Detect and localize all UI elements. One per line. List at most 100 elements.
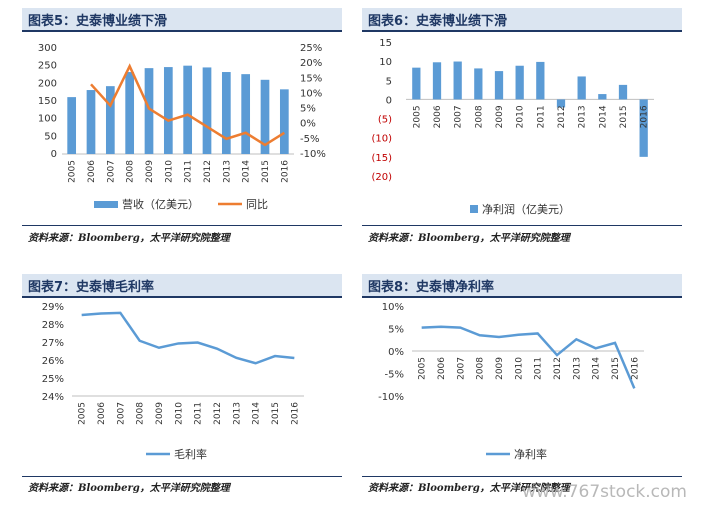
x-tick-label: 2015 xyxy=(619,105,629,128)
x-tick-label: 2013 xyxy=(578,105,588,128)
y-tick-label: 15 xyxy=(379,38,392,49)
bar-revenue xyxy=(221,72,231,154)
y-tick-label: 27% xyxy=(42,338,64,349)
x-tick-label: 2005 xyxy=(412,105,422,128)
x-tick-label: 2016 xyxy=(640,105,650,128)
x-tick-label: 2008 xyxy=(136,402,146,425)
x-tick-label: 2016 xyxy=(280,160,290,183)
bar-net-profit xyxy=(494,71,504,100)
y-tick-label: 5 xyxy=(386,76,392,87)
y-tick-label-right: 20% xyxy=(300,58,322,69)
line-gross-margin xyxy=(81,311,295,365)
x-tick-label: 2015 xyxy=(261,160,271,183)
y-tick-label-left: 50 xyxy=(44,131,57,142)
x-tick-label: 2007 xyxy=(456,357,466,380)
x-tick-label: 2010 xyxy=(174,402,184,425)
bar-net-profit xyxy=(556,99,566,108)
panel-gross-margin: 图表7：史泰博毛利率 24% 25% 26% 27% 28% 29% 2005 2006 200… xyxy=(22,274,342,498)
bar-revenue xyxy=(241,74,251,154)
bar-net-profit xyxy=(432,62,442,100)
legend-label-net-margin: 净利率 xyxy=(514,447,547,461)
bar-revenue xyxy=(67,97,77,154)
x-tick-label: 2007 xyxy=(454,105,464,128)
bar-net-profit xyxy=(639,99,648,157)
x-tick-label: 2010 xyxy=(516,105,526,128)
x-tick-label: 2010 xyxy=(514,357,524,380)
x-tick-label: 2011 xyxy=(536,105,546,128)
source-divider xyxy=(362,225,682,226)
x-tick-label: 2015 xyxy=(271,402,281,425)
y-tick-label-right: 25% xyxy=(300,43,322,54)
x-tick-label: 2011 xyxy=(184,160,194,183)
source-divider xyxy=(22,225,342,226)
bar-revenue xyxy=(183,65,193,154)
y-tick-label: 28% xyxy=(42,320,64,331)
y-tick-label: -10% xyxy=(378,392,404,403)
bar-revenue xyxy=(260,79,270,154)
x-tick-label: 2005 xyxy=(418,357,428,380)
x-tick-label: 2012 xyxy=(213,402,223,425)
y-tick-label-right: -10% xyxy=(300,149,326,160)
y-tick-label-right: 10% xyxy=(300,88,322,99)
chart-title-gross-margin: 图表7：史泰博毛利率 xyxy=(28,280,155,295)
y-tick-label: -5% xyxy=(385,370,404,381)
y-tick-label: 5% xyxy=(388,325,404,336)
x-tick-label: 2016 xyxy=(290,402,300,425)
x-tick-label: 2006 xyxy=(97,402,107,425)
x-tick-label: 2012 xyxy=(553,357,563,380)
y-tick-label-left: 200 xyxy=(38,78,57,89)
x-tick-label: 2013 xyxy=(232,402,242,425)
x-tick-label: 2010 xyxy=(164,160,174,183)
x-tick-label: 2006 xyxy=(87,160,97,183)
line-yoy xyxy=(90,63,285,147)
x-tick-label: 2007 xyxy=(106,160,116,183)
y-tick-label-right: 5% xyxy=(300,104,316,115)
panel-net-profit: 图表6：史泰博业绩下滑 (20) (15) (10) (5) 0 5 10 15 2005 200… xyxy=(362,8,682,248)
y-tick-label: 24% xyxy=(42,392,64,403)
y-tick-label: (10) xyxy=(371,134,392,145)
source-note-gross-margin: 资料来源：Bloomberg，太平洋研究院整理 xyxy=(28,483,230,494)
legend-label-gross-margin: 毛利率 xyxy=(174,447,207,461)
legend-label-yoy: 同比 xyxy=(246,198,268,211)
y-tick-label: 10% xyxy=(382,302,404,313)
y-tick-label-left: 250 xyxy=(38,61,57,72)
x-tick-label: 2008 xyxy=(474,105,484,128)
x-tick-label: 2011 xyxy=(534,357,544,380)
bar-net-profit xyxy=(618,84,628,100)
bar-revenue xyxy=(105,86,115,154)
x-tick-label: 2012 xyxy=(203,160,213,183)
bar-revenue xyxy=(163,67,173,154)
y-tick-label: 25% xyxy=(42,374,64,385)
y-tick-label-left: 150 xyxy=(38,96,57,107)
x-tick-label: 2009 xyxy=(145,160,155,183)
y-tick-label: 10 xyxy=(379,57,392,68)
y-tick-label: 0 xyxy=(386,95,392,106)
x-tick-label: 2009 xyxy=(495,357,505,380)
x-tick-label: 2015 xyxy=(611,357,621,380)
x-tick-label: 2012 xyxy=(557,105,567,128)
x-tick-label: 2007 xyxy=(116,402,126,425)
y-tick-label: (20) xyxy=(371,172,392,183)
y-tick-label: (5) xyxy=(378,115,392,126)
bar-revenue xyxy=(86,90,96,154)
y-tick-label: 0% xyxy=(388,347,404,358)
chart-net-profit: (20) (15) (10) (5) 0 5 10 15 2005 2006 2007 2008 200… xyxy=(371,38,654,216)
chart-title-net-profit: 图表6：史泰博业绩下滑 xyxy=(368,14,508,29)
bar-revenue xyxy=(279,89,289,154)
chart-gross-margin: 24% 25% 26% 27% 28% 29% 2005 2006 2007 2008 2009 20… xyxy=(42,302,304,461)
bar-revenue xyxy=(202,67,212,154)
chart-revenue: 0 50 100 150 200 250 300 -10% -5% 0% 5% 10% 15% 20% 25… xyxy=(38,43,326,211)
x-tick-label: 2014 xyxy=(598,105,608,128)
source-note-net-margin: 资料来源：Bloomberg，太平洋研究院整理 xyxy=(368,483,570,494)
x-tick-label: 2014 xyxy=(252,402,262,425)
bar-net-profit xyxy=(598,94,607,100)
x-tick-label: 2006 xyxy=(433,105,443,128)
y-tick-label-right: -5% xyxy=(300,134,319,145)
x-tick-label: 2009 xyxy=(155,402,165,425)
x-tick-label: 2016 xyxy=(630,357,640,380)
bar-net-profit xyxy=(515,65,524,100)
panel-title-bar: 图表6：史泰博业绩下滑 xyxy=(362,8,682,32)
bar-net-profit xyxy=(536,61,545,100)
y-tick-label: (15) xyxy=(371,153,392,164)
chart-net-margin: -10% -5% 0% 5% 10% 2005 2006 2007 2008 2009 2010 20… xyxy=(378,302,644,461)
